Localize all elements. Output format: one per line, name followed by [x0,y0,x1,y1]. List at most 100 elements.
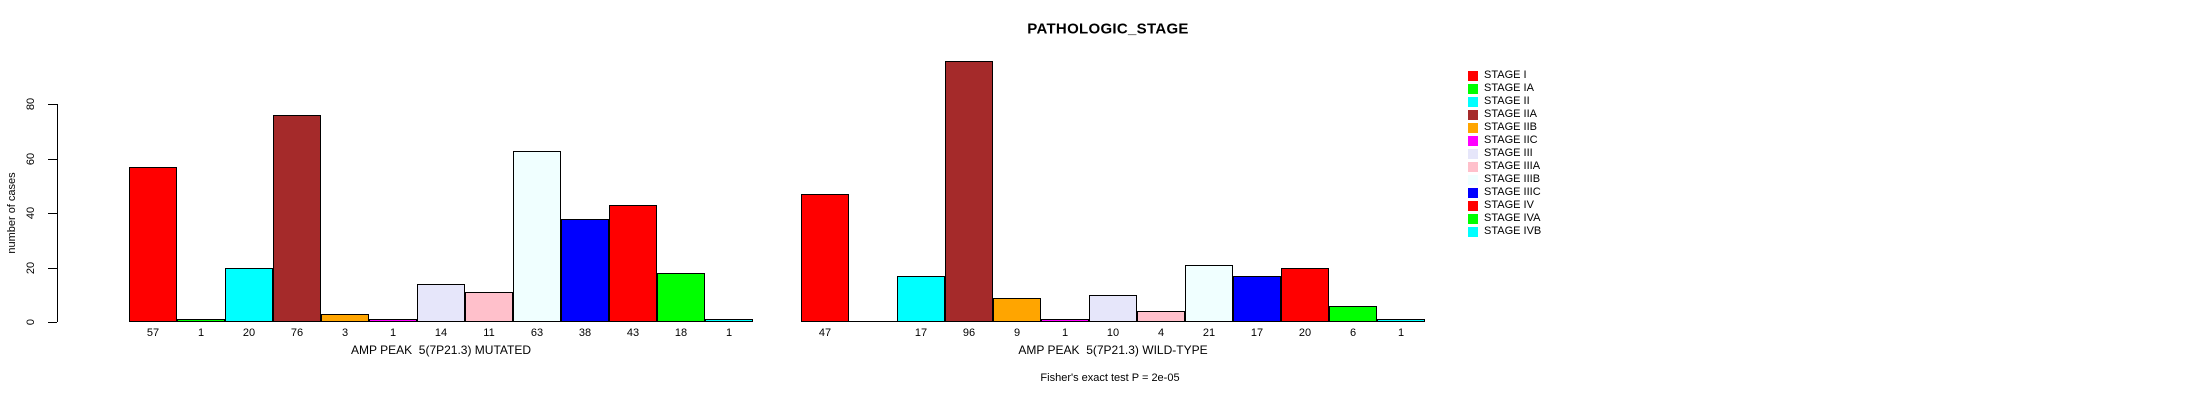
legend-item: STAGE IA [1468,82,1541,95]
bar-count-label: 14 [434,327,448,339]
legend-item: STAGE IV [1468,199,1541,212]
bar-count-label: 57 [146,327,160,339]
legend-item: STAGE IVB [1468,225,1541,238]
legend-swatch-icon [1468,135,1478,146]
legend-label: STAGE IIIA [1484,160,1541,172]
bar-stage-iic [1041,319,1089,322]
bar-count-label: 20 [242,327,256,339]
bar-stage-iia [273,115,321,322]
legend-swatch-icon [1468,226,1478,237]
legend-swatch-icon [1468,200,1478,211]
legend-swatch-icon [1468,187,1478,198]
bar-stage-ivb [1377,319,1425,322]
legend-item: STAGE IVA [1468,212,1541,225]
legend-label: STAGE IIA [1484,108,1537,120]
bar-count-label: 76 [290,327,304,339]
bar-stage-iiib [1185,265,1233,322]
legend-item: STAGE IIA [1468,108,1541,121]
bar-count-label: 6 [1349,327,1357,339]
bar-stage-ia [177,319,225,322]
bar-stage-iib [321,314,369,322]
bar-count-label: 96 [962,327,976,339]
y-tick [48,322,57,323]
legend-label: STAGE IIIC [1484,186,1541,198]
bar-stage-iv [609,205,657,322]
bar-count-label: 1 [1397,327,1405,339]
fisher-test-note: Fisher's exact test P = 2e-05 [1040,372,1180,384]
legend-item: STAGE IIC [1468,134,1541,147]
legend-label: STAGE IIC [1484,134,1538,146]
bar-count-label: 17 [914,327,928,339]
legend-label: STAGE IIIB [1484,173,1541,185]
bar-count-label: 9 [1013,327,1021,339]
legend-swatch-icon [1468,213,1478,224]
bar-count-label: 21 [1202,327,1216,339]
chart-title: PATHOLOGIC_STAGE [1027,20,1189,38]
bar-count-label: 1 [1061,327,1069,339]
legend-label: STAGE IVA [1484,212,1541,224]
y-axis-title: number of cases [6,172,18,254]
bar-count-label: 4 [1157,327,1165,339]
legend-swatch-icon [1468,174,1478,185]
legend-label: STAGE IIB [1484,121,1537,133]
legend-swatch-icon [1468,161,1478,172]
y-tick [48,104,57,105]
legend-item: STAGE IIIB [1468,173,1541,186]
bar-count-label: 20 [1298,327,1312,339]
legend-swatch-icon [1468,96,1478,107]
bar-stage-i [801,194,849,322]
legend-label: STAGE IV [1484,199,1534,211]
legend-swatch-icon [1468,70,1478,81]
bar-count-label: 10 [1106,327,1120,339]
y-axis-line [57,104,58,322]
bar-stage-iii [417,284,465,322]
x-axis-title-mutated: AMP PEAK 5(7P21.3) MUTATED [350,343,532,357]
x-axis-title-wild-type: AMP PEAK 5(7P21.3) WILD-TYPE [1018,343,1208,357]
bar-count-label: 43 [626,327,640,339]
bar-count-label: 47 [818,327,832,339]
bar-stage-iic [369,319,417,322]
bar-stage-iv [1281,268,1329,322]
legend-item: STAGE I [1468,69,1541,82]
y-tick-label: 80 [25,97,37,111]
bar-count-label: 63 [530,327,544,339]
legend-label: STAGE IVB [1484,225,1542,237]
y-tick-label: 20 [25,261,37,275]
legend-label: STAGE I [1484,69,1527,81]
legend-label: STAGE III [1484,147,1533,159]
bar-stage-iiic [561,219,609,322]
legend-item: STAGE IIB [1468,121,1541,134]
bar-stage-iia [945,61,993,322]
bar-stage-iiia [1137,311,1185,322]
bar-stage-ia [849,321,897,322]
bar-stage-ii [225,268,273,322]
bar-stage-i [129,167,177,322]
bar-stage-iib [993,298,1041,322]
legend-item: STAGE IIIC [1468,186,1541,199]
bar-stage-iiib [513,151,561,322]
bar-count-label: 18 [674,327,688,339]
bar-count-label: 1 [725,327,733,339]
bar-stage-iiia [465,292,513,322]
legend-label: STAGE II [1484,95,1530,107]
bar-stage-iva [657,273,705,322]
bar-count-label: 17 [1250,327,1264,339]
bar-count-label: 11 [483,327,495,339]
bar-stage-iva [1329,306,1377,322]
y-tick-label: 60 [25,152,37,166]
bar-stage-iii [1089,295,1137,322]
y-tick [48,213,57,214]
legend-item: STAGE III [1468,147,1541,160]
bar-count-label: 38 [578,327,592,339]
legend-swatch-icon [1468,148,1478,159]
legend-item: STAGE IIIA [1468,160,1541,173]
y-tick [48,268,57,269]
bar-stage-iiic [1233,276,1281,322]
legend-label: STAGE IA [1484,82,1534,94]
bar-count-label: 1 [197,327,205,339]
y-tick [48,159,57,160]
y-tick-label: 40 [25,206,37,220]
legend-swatch-icon [1468,83,1478,94]
legend: STAGE I STAGE IA STAGE II STAGE IIA STAGE II… [1468,69,1541,238]
y-tick-label: 0 [25,318,37,326]
